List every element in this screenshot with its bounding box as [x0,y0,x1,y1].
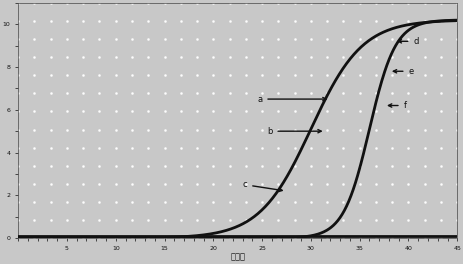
X-axis label: 循环数: 循环数 [230,252,245,261]
Text: b: b [266,127,320,136]
Text: c: c [242,180,282,192]
Text: a: a [257,95,325,103]
Text: d: d [397,37,418,46]
Text: e: e [393,67,413,76]
Text: f: f [388,101,406,110]
